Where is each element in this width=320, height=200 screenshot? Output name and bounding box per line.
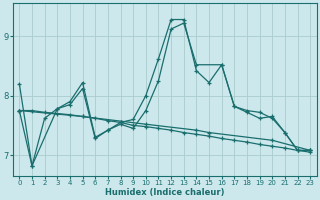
X-axis label: Humidex (Indice chaleur): Humidex (Indice chaleur) [105, 188, 225, 197]
